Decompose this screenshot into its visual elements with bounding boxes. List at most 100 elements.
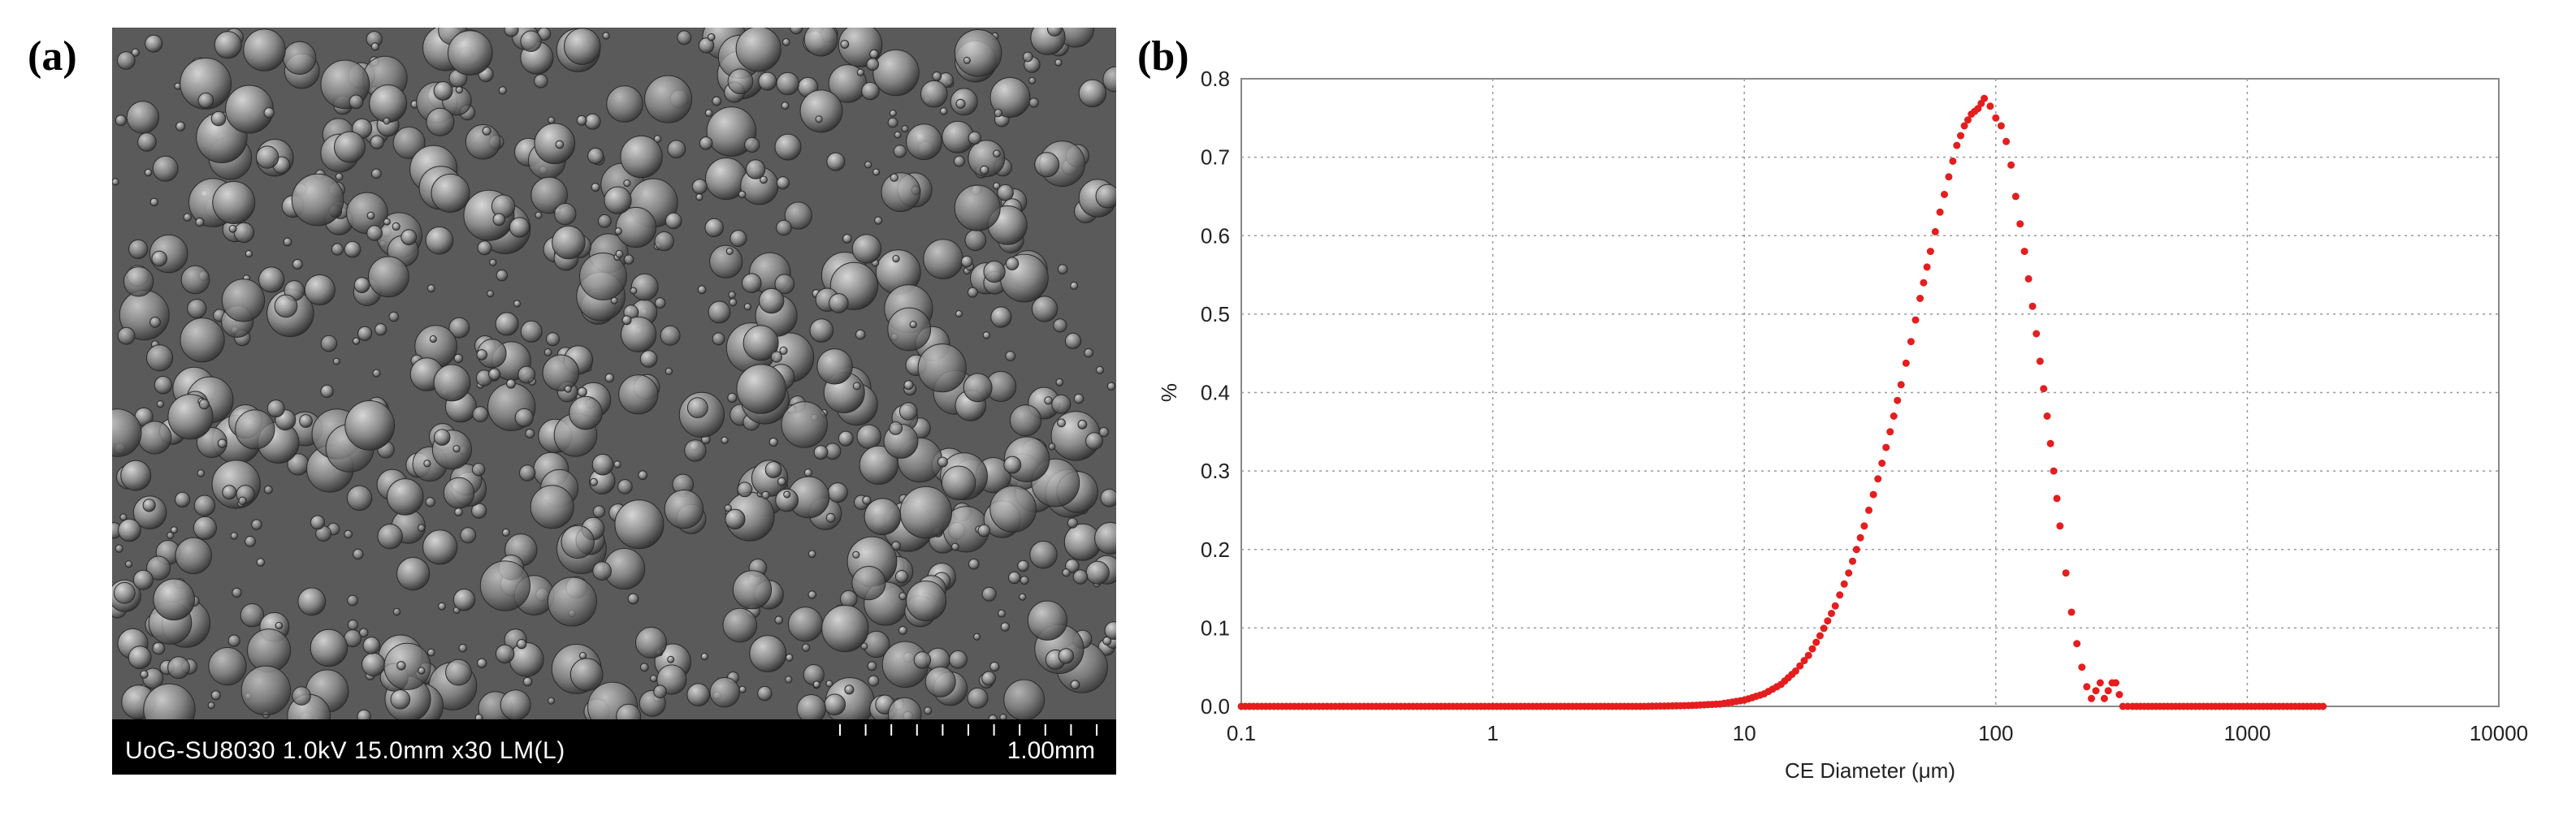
data-point: [2104, 687, 2112, 695]
sem-particle: [963, 373, 993, 403]
sem-particle: [840, 589, 858, 608]
sem-particle: [387, 478, 424, 516]
sem-particle: [887, 307, 932, 352]
sem-particle: [534, 74, 548, 89]
sem-particle: [263, 107, 275, 119]
x-tick-label: 1000: [2223, 721, 2271, 745]
sem-particle: [821, 605, 869, 653]
sem-particle: [142, 499, 156, 512]
sem-particle: [851, 234, 882, 264]
y-tick-label: 0.5: [1201, 302, 1230, 326]
sem-particle: [779, 346, 788, 355]
sem-particle: [132, 495, 167, 530]
data-point: [1894, 396, 1902, 404]
sem-particle: [1078, 79, 1107, 108]
sem-particle: [738, 685, 747, 693]
y-tick-label: 0.7: [1201, 145, 1230, 170]
sem-particle: [732, 570, 773, 610]
sem-particle: [630, 287, 638, 295]
data-point: [1945, 173, 1953, 181]
sem-particle: [344, 529, 353, 539]
sem-particle: [245, 250, 253, 258]
y-tick-label: 0.3: [1201, 459, 1230, 483]
sem-particle: [980, 165, 989, 175]
sem-particle: [592, 561, 612, 581]
y-tick-label: 0.1: [1201, 615, 1230, 640]
sem-particle: [864, 498, 902, 536]
sem-particle: [868, 675, 880, 687]
sem-particle: [803, 664, 825, 686]
sem-particle: [872, 168, 881, 176]
data-point: [1964, 116, 1972, 124]
panel-label-a: (a): [28, 33, 77, 80]
sem-particle: [1034, 152, 1060, 178]
data-point: [2073, 640, 2081, 648]
sem-particle: [120, 460, 152, 491]
x-axis-label: CE Diameter (μm): [1785, 758, 1955, 783]
sem-particle: [520, 30, 542, 52]
sem-particle: [627, 593, 639, 605]
sem-particle: [193, 494, 216, 516]
sem-particle: [344, 400, 396, 451]
sem-particle: [844, 684, 855, 695]
sem-particle: [993, 182, 1001, 190]
sem-particle: [727, 392, 738, 403]
sem-particle: [993, 149, 1001, 158]
sem-particle: [968, 131, 982, 145]
sem-particle: [825, 512, 836, 523]
sem-particle: [802, 643, 811, 652]
sem-particle: [208, 647, 247, 686]
sem-particle: [994, 109, 1003, 118]
sem-particle: [989, 77, 1031, 118]
sem-particle: [564, 385, 572, 393]
sem-particle: [1028, 97, 1039, 108]
data-point: [1986, 102, 1994, 110]
sem-particle: [824, 693, 846, 716]
x-tick-label: 10: [1733, 721, 1756, 745]
data-point: [1878, 460, 1886, 467]
sem-particle: [477, 240, 492, 256]
sem-particle: [776, 71, 799, 96]
sem-particle: [390, 689, 411, 710]
sem-particle: [548, 116, 556, 124]
data-point: [2016, 220, 2024, 228]
sem-particle: [433, 81, 453, 101]
sem-particle: [211, 460, 261, 509]
data-point: [1796, 662, 1804, 670]
data-point: [1824, 617, 1832, 625]
data-point: [2053, 494, 2061, 503]
sem-particle: [735, 28, 781, 72]
sem-particle: [924, 706, 933, 715]
y-axis-ticks: 0.0 0.1 0.2 0.3 0.4 0.5 0.6 0.7 0.8: [1201, 67, 1230, 719]
sem-particle: [851, 566, 886, 601]
sem-particle: [997, 183, 1014, 201]
sem-particle: [438, 602, 446, 611]
sem-particle: [893, 145, 907, 158]
data-point: [1953, 141, 1961, 149]
sem-particle: [495, 644, 515, 663]
sem-particle: [892, 255, 900, 263]
sem-particle: [1072, 569, 1089, 585]
sem-particle: [869, 49, 879, 59]
sem-particle: [423, 460, 431, 468]
sem-particle: [561, 525, 595, 559]
data-point: [1960, 122, 1968, 130]
sem-particle: [776, 176, 790, 190]
x-tick-label: 1: [1487, 721, 1498, 745]
sem-particle: [917, 343, 967, 393]
sem-particle: [195, 218, 205, 227]
sem-particle: [1027, 600, 1068, 641]
sem-particle: [498, 86, 507, 95]
y-tick-label: 0.8: [1201, 67, 1230, 91]
sem-particle: [968, 559, 980, 570]
sem-particle: [369, 84, 408, 123]
sem-particle: [1057, 264, 1068, 274]
data-point: [1800, 657, 1808, 665]
sem-particle: [221, 278, 266, 322]
sem-particle: [1008, 571, 1021, 585]
data-point: [1828, 610, 1835, 617]
sem-particle: [621, 316, 657, 352]
sem-particle: [454, 507, 463, 516]
sem-particle: [950, 542, 959, 551]
sem-particle: [175, 491, 191, 508]
